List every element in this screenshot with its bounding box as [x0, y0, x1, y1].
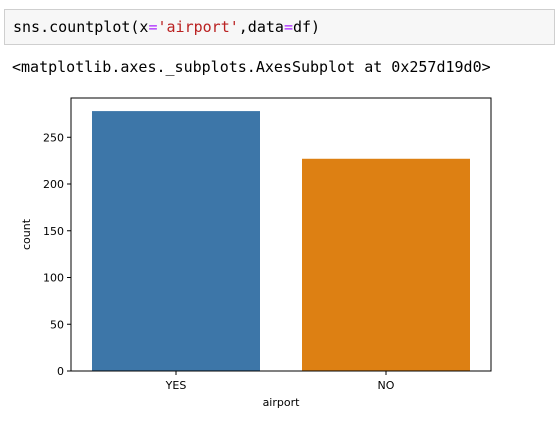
code-operator-2: = — [283, 18, 293, 36]
bar-yes — [92, 111, 260, 371]
y-tick-label: 250 — [43, 131, 64, 144]
code-end: df) — [292, 18, 321, 36]
cell-output-text: <matplotlib.axes._subplots.AxesSubplot a… — [12, 58, 491, 76]
code-cell[interactable]: sns.countplot(x='airport',data=df) — [4, 9, 555, 45]
y-tick-label: 200 — [43, 178, 64, 191]
x-axis-label: airport — [263, 396, 301, 409]
code-string: 'airport' — [157, 18, 239, 36]
code-arg: ,data — [238, 18, 284, 36]
y-tick-label: 150 — [43, 225, 64, 238]
y-tick-label: 0 — [57, 365, 64, 378]
bar-no — [302, 158, 470, 371]
y-tick-label: 50 — [50, 318, 64, 331]
plot-frame — [70, 97, 492, 372]
code-input[interactable]: sns.countplot(x='airport',data=df) — [13, 18, 320, 36]
y-tick-label: 100 — [43, 272, 64, 285]
x-tick-label: YES — [165, 379, 187, 392]
bars-layer — [92, 111, 470, 371]
ticks-layer: YES NO 0 50 100 150 200 250 — [43, 131, 395, 392]
code-func: sns.countplot(x — [13, 18, 149, 36]
x-tick-label: NO — [378, 379, 395, 392]
code-operator: = — [148, 18, 158, 36]
y-axis-label: count — [20, 218, 33, 250]
